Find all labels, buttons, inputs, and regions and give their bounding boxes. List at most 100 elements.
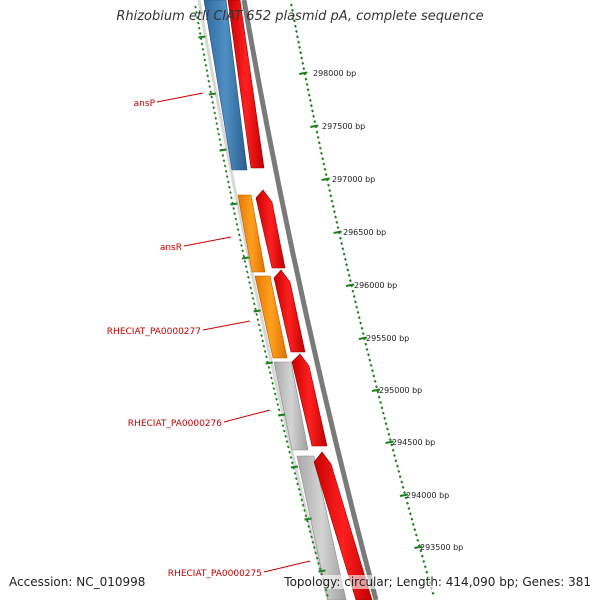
RHECIAT_PA0000275-feature[interactable]: [296, 455, 347, 600]
inner-ruler-tick: [285, 440, 289, 444]
inner-ruler-tick: [212, 106, 216, 110]
ansR-feature[interactable]: [237, 194, 266, 273]
inner-ruler-major-tick: [208, 92, 216, 96]
ruler-label: 295500 bp: [366, 334, 409, 343]
ruler-minor-tick: [355, 305, 359, 309]
gene-label-RHECIAT_PA0000277[interactable]: RHECIAT_PA0000277: [107, 327, 201, 337]
gene-label-ansP[interactable]: ansP: [134, 99, 156, 109]
inner-ruler-tick: [263, 350, 267, 353]
RHECIAT_PA0000277-feature[interactable]: [254, 275, 288, 359]
inner-ruler-tick: [304, 514, 308, 518]
inner-ruler-tick: [303, 509, 306, 512]
leader-line-ansR: [183, 236, 232, 247]
ruler-labels: 298000 bp 297500 bp 297000 bp 296500 bp …: [313, 69, 463, 552]
ruler-major-tick: [399, 493, 409, 497]
inner-ruler-tick: [293, 471, 297, 475]
inner-ruler-major-tick: [265, 361, 273, 365]
red-gene-1[interactable]: [227, 0, 265, 169]
ruler-minor-tick: [289, 3, 293, 7]
red-gene-4[interactable]: [291, 353, 328, 447]
ruler-minor-tick: [324, 173, 328, 177]
ruler-minor-tick: [307, 93, 311, 97]
ruler-minor-tick: [398, 475, 402, 479]
inner-ruler-tick: [249, 286, 253, 290]
ruler-minor-tick: [372, 374, 376, 378]
inner-ruler-tick: [286, 445, 290, 449]
inner-ruler-tick: [288, 450, 291, 454]
inner-ruler-tick: [245, 270, 249, 274]
red-gene-3[interactable]: [273, 269, 306, 353]
inner-ruler-tick: [229, 191, 232, 194]
inner-ruler-tick: [243, 259, 247, 263]
topology-summary-text: Topology: circular; Length: 414,090 bp; …: [284, 575, 591, 589]
inner-ruler-tick: [314, 551, 318, 555]
ruler-minor-tick: [322, 162, 326, 166]
inner-ruler-tick: [307, 524, 311, 528]
inner-ruler-tick: [242, 254, 246, 258]
ruler-minor-tick: [367, 353, 370, 357]
ruler-minor-tick: [371, 369, 374, 373]
RHECIAT_PA0000276-feature[interactable]: [273, 361, 309, 451]
inner-ruler-tick: [318, 567, 322, 571]
ruler-label: 298000 bp: [313, 69, 356, 78]
inner-ruler-tick: [289, 456, 293, 459]
gene-label-ansR[interactable]: ansR: [160, 243, 182, 253]
inner-ruler-tick: [226, 180, 230, 184]
ruler-minor-tick: [316, 135, 320, 140]
inner-ruler-tick: [296, 482, 299, 486]
inner-ruler-tick: [217, 132, 221, 136]
inner-ruler-major-tick: [304, 517, 312, 521]
ruler-minor-tick: [359, 321, 363, 325]
ruler-minor-tick: [423, 565, 427, 569]
inner-ruler-tick: [250, 291, 254, 295]
inner-ruler-tick: [236, 228, 240, 232]
ruler-minor-tick: [323, 167, 327, 171]
inner-ruler-tick: [257, 323, 261, 327]
ruler-major-tick: [310, 124, 319, 128]
ruler-minor-tick: [303, 72, 307, 76]
ruler-minor-tick: [387, 432, 391, 436]
ruler-minor-tick: [369, 363, 373, 367]
gene-label-RHECIAT_PA0000275[interactable]: RHECIAT_PA0000275: [168, 569, 262, 579]
ruler-minor-tick: [365, 347, 369, 352]
ruler-minor-tick: [420, 554, 424, 558]
inner-ruler-tick: [230, 196, 233, 200]
inner-ruler-major-tick: [198, 35, 206, 39]
ruler-minor-tick: [345, 263, 349, 267]
ruler-minor-tick: [335, 220, 339, 224]
inner-ruler-tick: [300, 498, 304, 502]
ruler-minor-tick: [313, 120, 317, 124]
inner-ruler-tick: [202, 53, 206, 57]
ruler-minor-tick: [329, 194, 333, 198]
ruler-minor-tick: [331, 204, 335, 208]
ruler-minor-tick: [315, 130, 319, 134]
ruler-minor-tick: [416, 538, 420, 542]
ruler-minor-tick: [414, 533, 418, 537]
ruler-minor-tick: [388, 438, 392, 442]
ruler-minor-tick: [296, 35, 299, 39]
ruler-minor-tick: [351, 289, 355, 293]
inner-ruler-tick: [290, 461, 294, 465]
inner-ruler-tick: [228, 185, 231, 189]
inner-ruler-tick: [297, 487, 301, 491]
ansP-feature[interactable]: [203, 0, 248, 171]
gene-label-RHECIAT_PA0000276[interactable]: RHECIAT_PA0000276: [128, 419, 222, 429]
ruler-label: 297000 bp: [332, 175, 375, 184]
red-gene-2[interactable]: [255, 189, 286, 269]
ruler-minor-tick: [336, 226, 340, 230]
ruler-minor-tick: [393, 453, 396, 458]
ruler-minor-tick: [290, 8, 294, 12]
inner-ruler-tick: [284, 434, 287, 438]
inner-ruler-tick: [218, 138, 222, 141]
inner-ruler-tick: [282, 429, 286, 433]
inner-ruler-tick: [299, 493, 302, 497]
inner-ruler-tick: [234, 217, 238, 221]
ruler-minor-tick: [401, 485, 405, 489]
inner-ruler-tick: [208, 85, 212, 88]
ruler-minor-tick: [353, 300, 357, 304]
inner-ruler-tick: [206, 74, 210, 78]
inner-ruler-tick: [204, 63, 208, 67]
ruler-label: 295000 bp: [379, 386, 422, 395]
